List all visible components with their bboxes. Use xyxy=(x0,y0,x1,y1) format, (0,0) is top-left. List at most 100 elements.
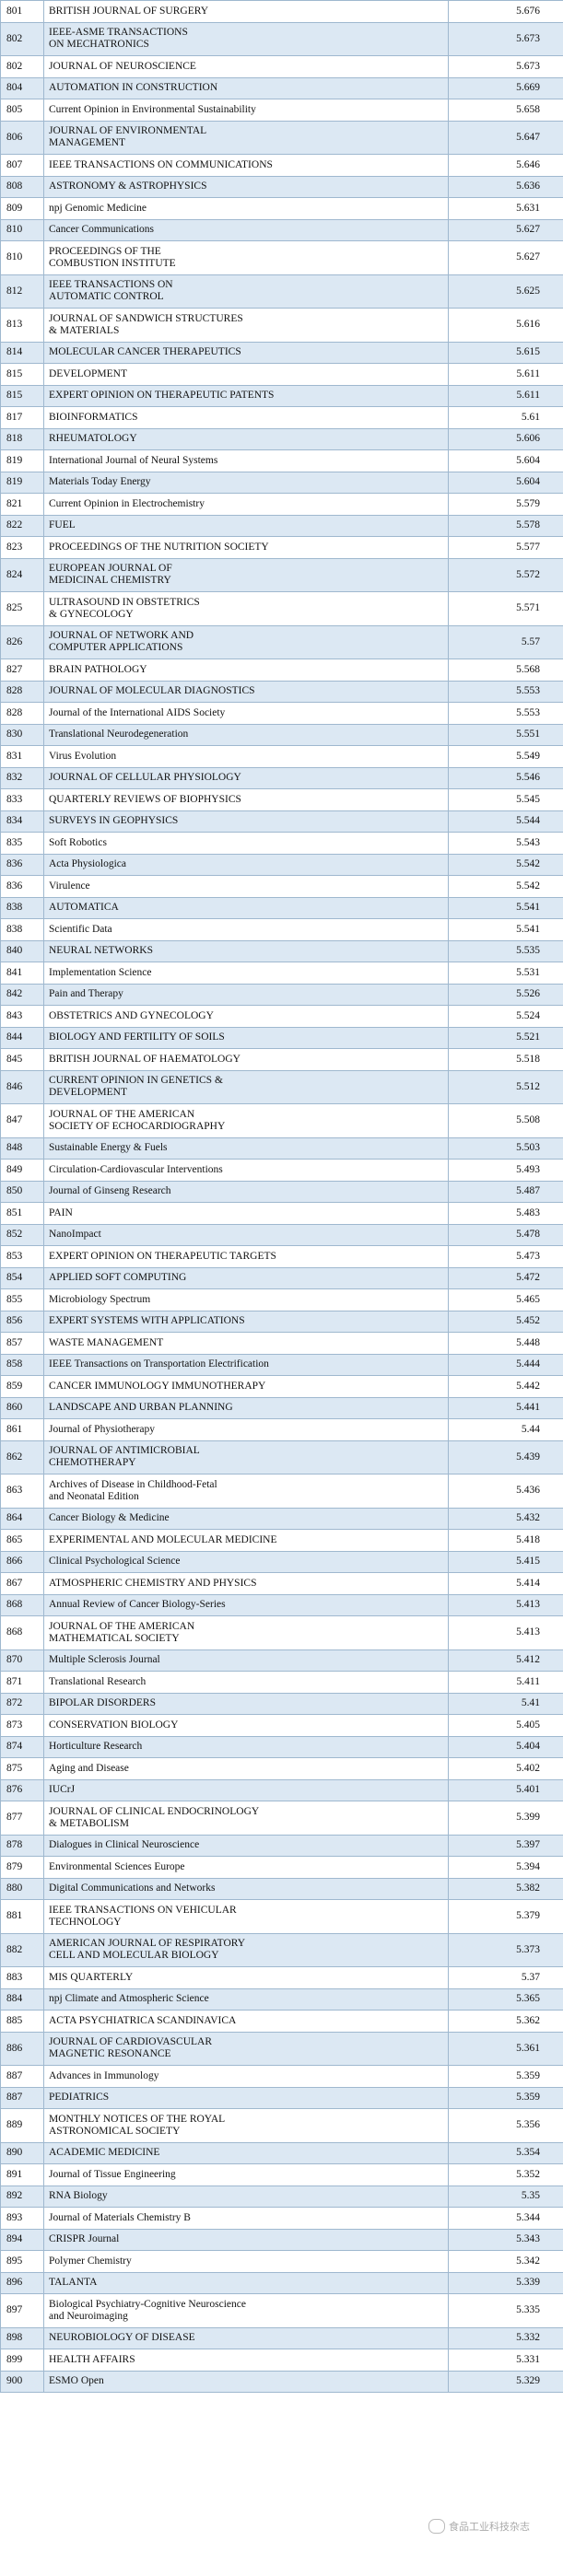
impact-factor-cell: 5.521 xyxy=(448,1026,563,1049)
impact-factor-cell: 5.359 xyxy=(448,2086,563,2109)
impact-factor-cell: 5.673 xyxy=(448,55,563,78)
impact-factor-cell: 5.442 xyxy=(448,1375,563,1398)
impact-factor-cell: 5.331 xyxy=(448,2349,563,2372)
impact-factor-cell: 5.541 xyxy=(448,896,563,919)
impact-factor-cell: 5.339 xyxy=(448,2271,563,2294)
rank-cell: 819 xyxy=(0,449,44,472)
rank-cell: 882 xyxy=(0,1932,44,1967)
table-row: 872 BIPOLAR DISORDERS 5.41 xyxy=(0,1692,563,1715)
rank-cell: 876 xyxy=(0,1778,44,1801)
table-row: 883 MIS QUARTERLY 5.37 xyxy=(0,1966,563,1989)
impact-factor-cell: 5.676 xyxy=(448,0,563,23)
impact-factor-cell: 5.604 xyxy=(448,471,563,494)
journal-name-cell: IEEE TRANSACTIONS ON AUTOMATIC CONTROL xyxy=(43,274,449,309)
table-row: 827 BRAIN PATHOLOGY 5.568 xyxy=(0,659,563,682)
impact-factor-cell: 5.478 xyxy=(448,1223,563,1246)
journal-name-cell: EXPERT OPINION ON THERAPEUTIC PATENTS xyxy=(43,384,449,407)
rank-cell: 864 xyxy=(0,1507,44,1530)
table-row: 887 PEDIATRICS 5.359 xyxy=(0,2086,563,2109)
table-row: 893 Journal of Materials Chemistry B 5.344 xyxy=(0,2207,563,2230)
table-row: 860 LANDSCAPE AND URBAN PLANNING 5.441 xyxy=(0,1396,563,1419)
impact-factor-cell: 5.483 xyxy=(448,1202,563,1225)
table-row: 868 JOURNAL OF THE AMERICAN MATHEMATICAL S… xyxy=(0,1615,563,1650)
journal-name-cell: AUTOMATION IN CONSTRUCTION xyxy=(43,76,449,99)
rank-cell: 841 xyxy=(0,962,44,985)
rank-cell: 802 xyxy=(0,21,44,56)
journal-name-cell: ACADEMIC MEDICINE xyxy=(43,2141,449,2164)
journal-name-cell: Circulation-Cardiovascular Interventions xyxy=(43,1159,449,1182)
journal-name-cell: DEVELOPMENT xyxy=(43,363,449,386)
impact-factor-cell: 5.362 xyxy=(448,2010,563,2033)
journal-name-cell: PEDIATRICS xyxy=(43,2086,449,2109)
rank-cell: 836 xyxy=(0,875,44,898)
rank-cell: 847 xyxy=(0,1103,44,1138)
journal-name-cell: JOURNAL OF ANTIMICROBIAL CHEMOTHERAPY xyxy=(43,1440,449,1474)
journal-name-cell: Current Opinion in Environmental Sustain… xyxy=(43,99,449,122)
impact-factor-cell: 5.625 xyxy=(448,274,563,309)
table-row: 812 IEEE TRANSACTIONS ON AUTOMATIC CONTROL… xyxy=(0,274,563,309)
journal-name-cell: IEEE TRANSACTIONS ON COMMUNICATIONS xyxy=(43,154,449,177)
impact-factor-cell: 5.568 xyxy=(448,659,563,682)
table-row: 875 Aging and Disease 5.402 xyxy=(0,1757,563,1780)
impact-factor-cell: 5.342 xyxy=(448,2250,563,2273)
journal-name-cell: RHEUMATOLOGY xyxy=(43,427,449,450)
rank-cell: 887 xyxy=(0,2065,44,2088)
journal-name-cell: Digital Communications and Networks xyxy=(43,1877,449,1900)
journal-name-cell: Microbiology Spectrum xyxy=(43,1288,449,1311)
table-row: 821 Current Opinion in Electrochemistry 5.… xyxy=(0,493,563,516)
impact-factor-cell: 5.44 xyxy=(448,1418,563,1441)
rank-cell: 900 xyxy=(0,2370,44,2393)
table-row: 830 Translational Neurodegeneration 5.551 xyxy=(0,723,563,746)
journal-name-cell: Biological Psychiatry-Cognitive Neurosci… xyxy=(43,2293,449,2328)
journal-name-cell: EXPERT SYSTEMS WITH APPLICATIONS xyxy=(43,1310,449,1333)
rank-cell: 875 xyxy=(0,1757,44,1780)
rank-cell: 880 xyxy=(0,1877,44,1900)
rank-cell: 812 xyxy=(0,274,44,309)
journal-name-cell: FUEL xyxy=(43,514,449,537)
table-row: 856 EXPERT SYSTEMS WITH APPLICATIONS 5.452 xyxy=(0,1310,563,1333)
rank-cell: 877 xyxy=(0,1801,44,1836)
rank-cell: 895 xyxy=(0,2250,44,2273)
journal-name-cell: NEURAL NETWORKS xyxy=(43,939,449,962)
rank-cell: 862 xyxy=(0,1440,44,1474)
impact-factor-cell: 5.627 xyxy=(448,240,563,275)
impact-factor-cell: 5.37 xyxy=(448,1966,563,1989)
table-row: 873 CONSERVATION BIOLOGY 5.405 xyxy=(0,1714,563,1737)
rank-cell: 891 xyxy=(0,2163,44,2186)
table-row: 815 DEVELOPMENT 5.611 xyxy=(0,363,563,386)
rank-cell: 805 xyxy=(0,99,44,122)
table-row: 815 EXPERT OPINION ON THERAPEUTIC PATENTS… xyxy=(0,384,563,407)
journal-name-cell: Cancer Communications xyxy=(43,218,449,241)
rank-cell: 868 xyxy=(0,1593,44,1616)
rank-cell: 889 xyxy=(0,2108,44,2143)
rank-cell: 873 xyxy=(0,1714,44,1737)
journal-name-cell: JOURNAL OF THE AMERICAN MATHEMATICAL SOCI… xyxy=(43,1615,449,1650)
table-row: 819 Materials Today Energy 5.604 xyxy=(0,471,563,494)
journal-name-cell: ASTRONOMY & ASTROPHYSICS xyxy=(43,175,449,198)
table-row: 802 JOURNAL OF NEUROSCIENCE 5.673 xyxy=(0,55,563,78)
rank-cell: 879 xyxy=(0,1856,44,1879)
table-row: 885 ACTA PSYCHIATRICA SCANDINAVICA 5.362 xyxy=(0,2010,563,2033)
rank-cell: 897 xyxy=(0,2293,44,2328)
journal-name-cell: JOURNAL OF CELLULAR PHYSIOLOGY xyxy=(43,766,449,789)
impact-factor-cell: 5.553 xyxy=(448,702,563,725)
journal-name-cell: BIOINFORMATICS xyxy=(43,406,449,429)
journal-name-cell: BRAIN PATHOLOGY xyxy=(43,659,449,682)
journal-name-cell: CRISPR Journal xyxy=(43,2228,449,2251)
rank-cell: 860 xyxy=(0,1396,44,1419)
table-body: 801 BRITISH JOURNAL OF SURGERY 5.676 802 IEE… xyxy=(0,0,563,2393)
impact-factor-cell: 5.549 xyxy=(448,745,563,768)
table-row: 802 IEEE-ASME TRANSACTIONS ON MECHATRONICS… xyxy=(0,21,563,56)
rank-cell: 850 xyxy=(0,1180,44,1203)
table-row: 850 Journal of Ginseng Research 5.487 xyxy=(0,1180,563,1203)
table-row: 834 SURVEYS IN GEOPHYSICS 5.544 xyxy=(0,810,563,833)
journal-name-cell: Journal of the International AIDS Societ… xyxy=(43,702,449,725)
impact-factor-cell: 5.365 xyxy=(448,1987,563,2011)
journal-name-cell: Journal of Tissue Engineering xyxy=(43,2163,449,2186)
journal-name-cell: PROCEEDINGS OF THE NUTRITION SOCIETY xyxy=(43,536,449,559)
journal-name-cell: Journal of Ginseng Research xyxy=(43,1180,449,1203)
rank-cell: 825 xyxy=(0,591,44,626)
journal-name-cell: ATMOSPHERIC CHEMISTRY AND PHYSICS xyxy=(43,1572,449,1595)
journal-name-cell: IEEE-ASME TRANSACTIONS ON MECHATRONICS xyxy=(43,21,449,56)
table-row: 844 BIOLOGY AND FERTILITY OF SOILS 5.521 xyxy=(0,1026,563,1049)
